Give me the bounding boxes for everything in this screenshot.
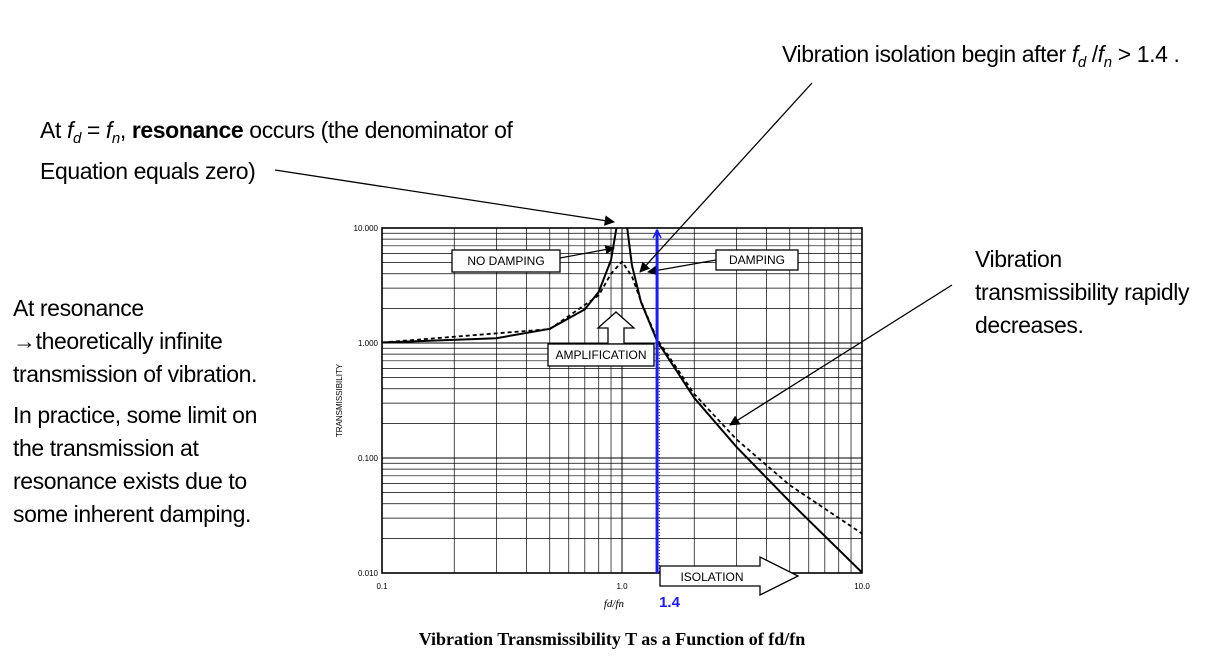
- plot-boxes: NO DAMPING DAMPING AMPLIFICATION ISOLATION: [451, 244, 800, 597]
- chart-caption: Vibration Transmissibility T as a Functi…: [419, 629, 806, 649]
- resonance-eq: =: [80, 117, 106, 143]
- series-line-damping: [382, 260, 862, 535]
- amplification-box: [547, 343, 655, 367]
- marker-group: 1.4: [652, 228, 681, 611]
- arrow-isolation: [639, 82, 813, 273]
- arrow-decreases: [729, 284, 953, 426]
- right-note-line2: transmissibility rapidly: [975, 279, 1190, 305]
- resonance-note: At fd = fn, resonance occurs (the denomi…: [40, 114, 513, 188]
- isolation-note-suffix: > 1.4 .: [1111, 41, 1180, 67]
- left-note-line5: the transmission at: [13, 435, 199, 461]
- right-note: Vibration transmissibility rapidly decre…: [975, 243, 1189, 342]
- damping-label: DAMPING: [729, 253, 785, 267]
- resonance-fd-sub: d: [72, 130, 81, 147]
- y-axis-label: TRANSMISSIBILITY: [335, 363, 344, 437]
- y-tick-label: 0.010: [358, 569, 379, 578]
- isolation-note-slash: /: [1085, 41, 1098, 67]
- left-note: At resonance →theoretically infinite tra…: [13, 292, 257, 531]
- resonance-at: At: [40, 117, 61, 143]
- resonance-fn: f: [105, 117, 112, 143]
- isolation-note-fn: f: [1097, 41, 1104, 67]
- right-note-line3: decreases.: [975, 312, 1084, 338]
- axis-ticks: 0.1 1.0 10.0 0.010 0.100 1.000 10.000: [354, 224, 871, 591]
- x-axis-label-text: fd/fn: [604, 598, 625, 610]
- y-tick-label: 1.000: [358, 339, 379, 348]
- isolation-note-fd-sub: d: [1077, 54, 1086, 71]
- marker-arrowhead: [652, 228, 662, 239]
- resonance-fd: f: [66, 117, 73, 143]
- left-note-line1: At resonance: [13, 295, 144, 321]
- x-tick-label: 1.0: [616, 582, 628, 591]
- left-note-line2: →theoretically infinite: [13, 328, 223, 354]
- y-tick-label: 10.000: [354, 224, 379, 233]
- resonance-note-line1: At fd = fn, resonance occurs (the denomi…: [40, 114, 513, 155]
- isolation-label: ISOLATION: [680, 570, 743, 584]
- x-tick-label: 10.0: [854, 582, 870, 591]
- isolation-note-text: Vibration isolation begin after: [782, 41, 1066, 67]
- x-axis-label: fd/fn: [604, 598, 625, 610]
- isolation-note-fd: f: [1071, 41, 1078, 67]
- series-line-no-damping: [382, 228, 862, 573]
- resonance-rest: occurs (the denominator of: [243, 117, 513, 143]
- amplification-arrow: [596, 311, 636, 345]
- amplification-label: AMPLIFICATION: [555, 348, 646, 362]
- resonance-comma: ,: [119, 117, 132, 143]
- resonance-fn-sub: n: [111, 130, 120, 147]
- x-tick-label: 0.1: [376, 582, 388, 591]
- no-damping-label: NO DAMPING: [467, 254, 544, 268]
- isolation-arrow: [659, 555, 800, 597]
- left-note-line7: some inherent damping.: [13, 501, 251, 527]
- right-note-line1: Vibration: [975, 246, 1062, 272]
- left-note-line3: transmission of vibration.: [13, 361, 257, 387]
- left-note-line6: resonance exists due to: [13, 468, 247, 494]
- damping-pointer: [647, 259, 717, 276]
- marker-label: 1.4: [659, 594, 681, 611]
- left-note-line4: In practice, some limit on: [13, 402, 257, 428]
- plot-grid: [382, 228, 862, 573]
- resonance-bold: resonance: [131, 117, 244, 143]
- resonance-note-line2: Equation equals zero): [40, 158, 256, 184]
- y-tick-label: 0.100: [358, 454, 379, 463]
- isolation-note-fn-sub: n: [1103, 54, 1112, 71]
- arrow-resonance: [274, 169, 616, 226]
- plot-series: [382, 228, 862, 573]
- no-damping-pointer: [559, 244, 615, 259]
- isolation-note: Vibration isolation begin after fd /fn >…: [782, 38, 1180, 79]
- no-damping-box: [451, 249, 561, 273]
